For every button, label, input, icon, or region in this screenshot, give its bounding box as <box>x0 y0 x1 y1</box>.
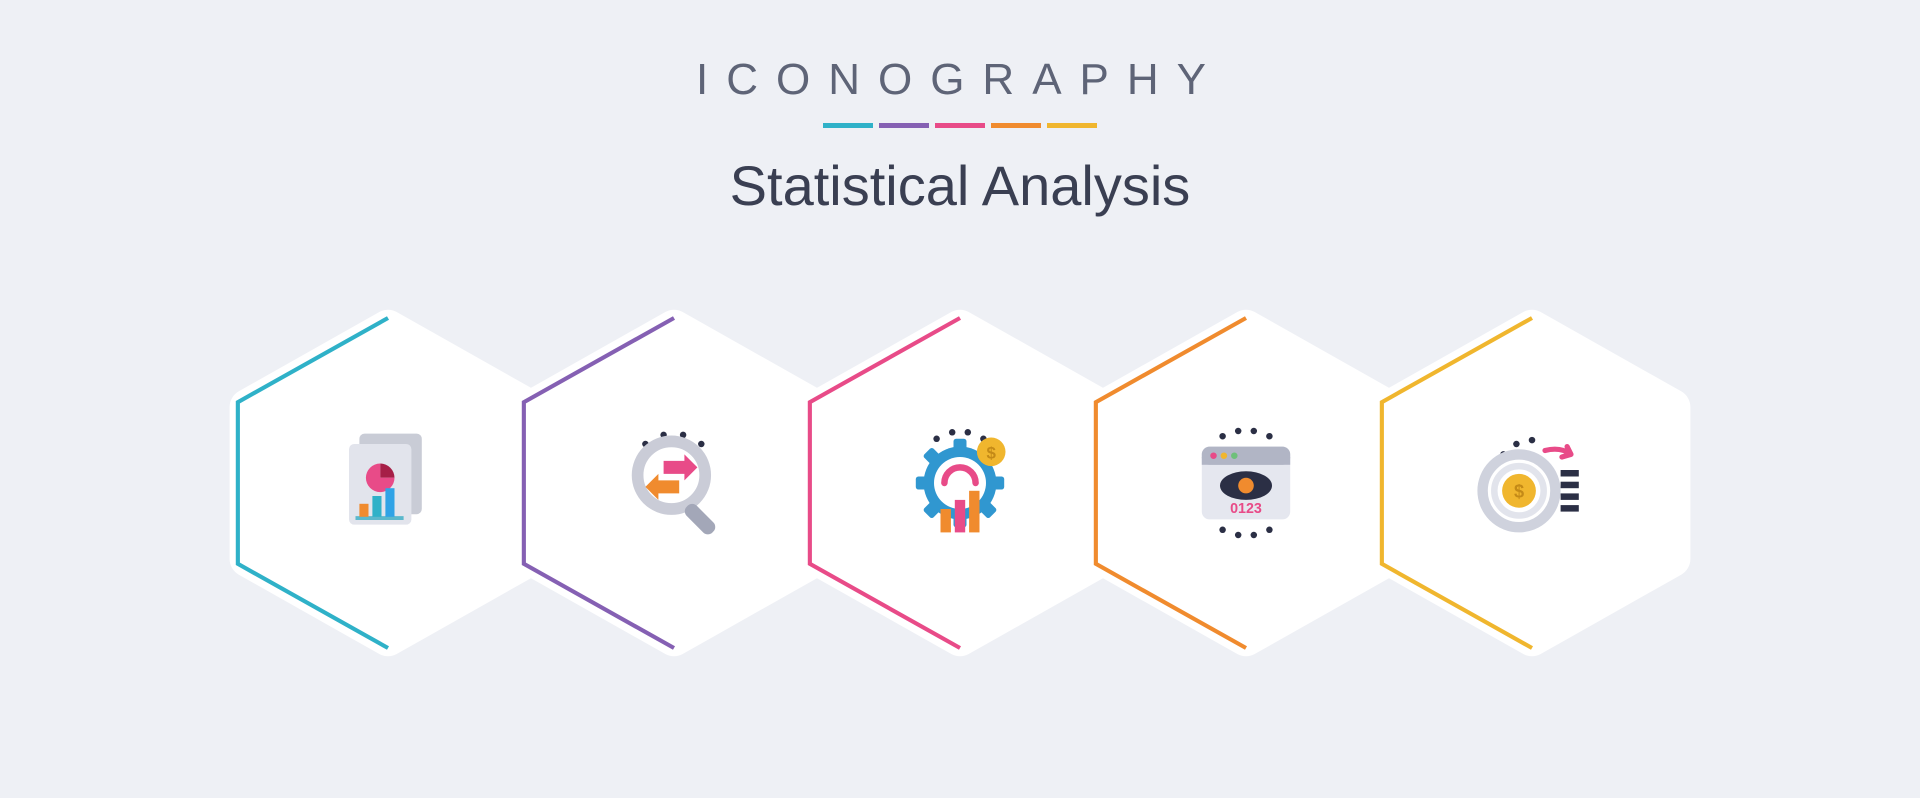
svg-text:$: $ <box>986 443 996 462</box>
divider-segment-1 <box>823 123 873 128</box>
hex-money-flow: $ <box>1367 298 1697 668</box>
hex-document-report <box>223 298 553 668</box>
svg-text:$: $ <box>1514 481 1524 501</box>
svg-text:0123: 0123 <box>1230 501 1262 517</box>
divider-segment-5 <box>1047 123 1097 128</box>
divider-segment-3 <box>935 123 985 128</box>
divider-segment-2 <box>879 123 929 128</box>
divider-segment-4 <box>991 123 1041 128</box>
money-flow-icon: $ <box>1467 418 1597 548</box>
hexagon-row: $ <box>125 298 1795 668</box>
hex-web-views: 0123 <box>1081 298 1411 668</box>
search-swap-icon <box>609 418 739 548</box>
iconography-title: ICONOGRAPHY <box>696 55 1224 105</box>
document-report-icon <box>323 418 453 548</box>
web-views-icon: 0123 <box>1181 418 1311 548</box>
hex-gear-chart: $ <box>795 298 1125 668</box>
gear-chart-icon: $ <box>895 418 1025 548</box>
divider-row <box>696 123 1224 128</box>
header-block: ICONOGRAPHY Statistical Analysis <box>696 55 1224 218</box>
hex-search-swap <box>509 298 839 668</box>
main-title: Statistical Analysis <box>696 153 1224 218</box>
